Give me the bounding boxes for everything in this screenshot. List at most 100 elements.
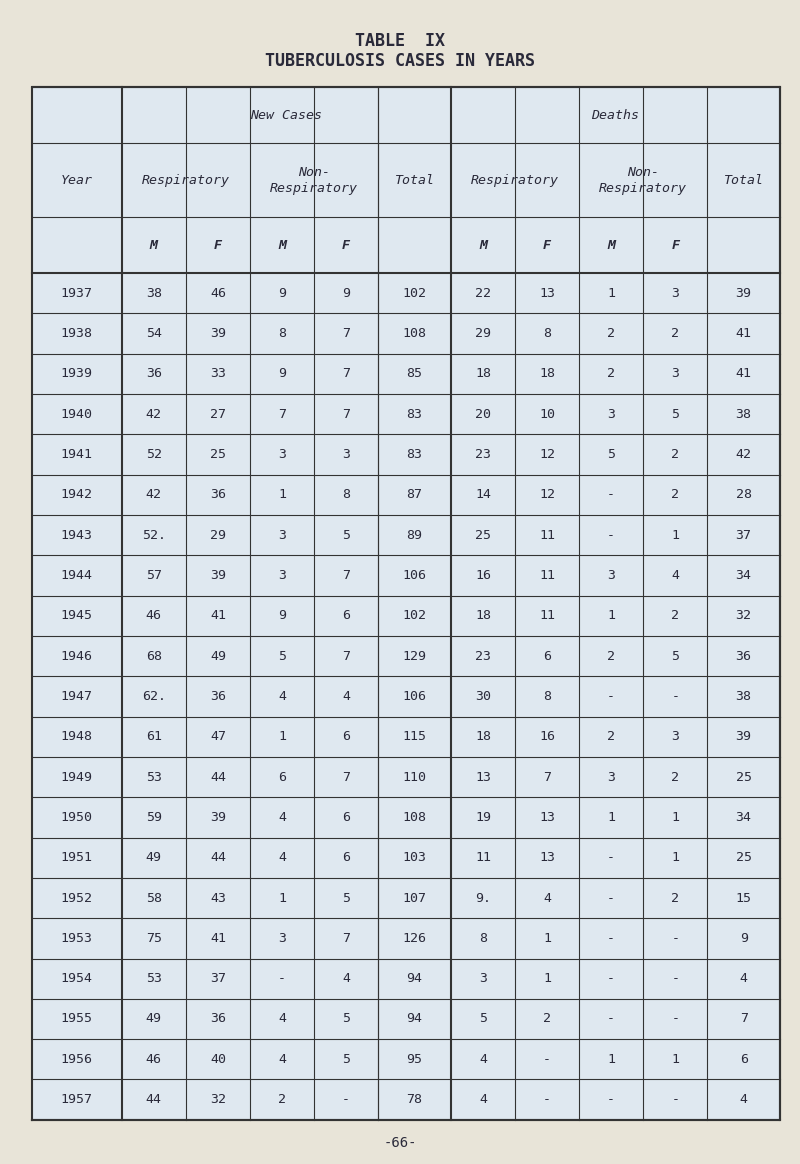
Text: -: - xyxy=(607,972,615,985)
Text: 1: 1 xyxy=(607,1052,615,1066)
Text: 53: 53 xyxy=(146,771,162,783)
Text: -: - xyxy=(607,892,615,904)
Text: 94: 94 xyxy=(406,972,422,985)
Text: 44: 44 xyxy=(146,1093,162,1106)
Bar xyxy=(32,797,780,838)
Text: 49: 49 xyxy=(146,1013,162,1025)
Text: 32: 32 xyxy=(210,1093,226,1106)
Text: 13: 13 xyxy=(539,811,555,824)
Text: 41: 41 xyxy=(210,609,226,623)
Text: -: - xyxy=(607,1013,615,1025)
Bar xyxy=(32,999,780,1039)
Text: 2: 2 xyxy=(607,730,615,744)
Text: 6: 6 xyxy=(740,1052,748,1066)
Text: 6: 6 xyxy=(342,811,350,824)
Text: -: - xyxy=(607,932,615,945)
Text: 4: 4 xyxy=(479,1052,487,1066)
Text: 3: 3 xyxy=(671,730,679,744)
Text: -: - xyxy=(671,1013,679,1025)
Text: 106: 106 xyxy=(402,569,426,582)
Text: 1938: 1938 xyxy=(61,327,93,340)
Text: 9: 9 xyxy=(278,286,286,300)
Text: Respiratory: Respiratory xyxy=(471,173,559,186)
Bar xyxy=(32,555,780,596)
Text: 18: 18 xyxy=(475,609,491,623)
Text: 41: 41 xyxy=(736,368,752,381)
Text: 108: 108 xyxy=(402,327,426,340)
Bar xyxy=(32,958,780,999)
Text: 89: 89 xyxy=(406,528,422,541)
Text: 4: 4 xyxy=(342,972,350,985)
Text: 9.: 9. xyxy=(475,892,491,904)
Text: 13: 13 xyxy=(539,851,555,864)
Text: 1: 1 xyxy=(607,811,615,824)
Text: -: - xyxy=(278,972,286,985)
Text: F: F xyxy=(342,239,350,251)
Text: 39: 39 xyxy=(210,811,226,824)
Text: 1953: 1953 xyxy=(61,932,93,945)
Text: 7: 7 xyxy=(342,771,350,783)
Text: 1: 1 xyxy=(671,851,679,864)
Bar xyxy=(32,596,780,636)
Text: 4: 4 xyxy=(278,811,286,824)
Text: 95: 95 xyxy=(406,1052,422,1066)
Text: 4: 4 xyxy=(342,690,350,703)
Text: 14: 14 xyxy=(475,489,491,502)
Text: 39: 39 xyxy=(210,327,226,340)
Text: -: - xyxy=(543,1093,551,1106)
Text: 42: 42 xyxy=(736,448,752,461)
Text: 3: 3 xyxy=(479,972,487,985)
Text: 1: 1 xyxy=(543,932,551,945)
Text: 83: 83 xyxy=(406,448,422,461)
Text: 94: 94 xyxy=(406,1013,422,1025)
Text: -: - xyxy=(671,972,679,985)
Text: 54: 54 xyxy=(146,327,162,340)
Text: 1954: 1954 xyxy=(61,972,93,985)
Text: 1942: 1942 xyxy=(61,489,93,502)
Text: 42: 42 xyxy=(146,407,162,420)
Text: 83: 83 xyxy=(406,407,422,420)
Text: 34: 34 xyxy=(736,569,752,582)
Text: 61: 61 xyxy=(146,730,162,744)
Text: 18: 18 xyxy=(539,368,555,381)
Text: 1: 1 xyxy=(278,892,286,904)
Text: 42: 42 xyxy=(146,489,162,502)
Bar xyxy=(32,1039,780,1079)
Text: 6: 6 xyxy=(278,771,286,783)
Text: 10: 10 xyxy=(539,407,555,420)
Text: 2: 2 xyxy=(671,609,679,623)
Text: 33: 33 xyxy=(210,368,226,381)
Text: 4: 4 xyxy=(278,851,286,864)
Text: 2: 2 xyxy=(671,892,679,904)
Text: -: - xyxy=(342,1093,350,1106)
Text: 7: 7 xyxy=(342,569,350,582)
Text: 3: 3 xyxy=(607,569,615,582)
Text: 1947: 1947 xyxy=(61,690,93,703)
Text: M: M xyxy=(278,239,286,251)
Text: -: - xyxy=(607,1093,615,1106)
Bar xyxy=(32,434,780,475)
Text: 1: 1 xyxy=(671,811,679,824)
Text: Year: Year xyxy=(61,173,93,186)
Text: 108: 108 xyxy=(402,811,426,824)
Text: 4: 4 xyxy=(278,690,286,703)
Bar xyxy=(32,636,780,676)
Text: F: F xyxy=(671,239,679,251)
Text: 3: 3 xyxy=(671,286,679,300)
Text: 102: 102 xyxy=(402,609,426,623)
Text: 16: 16 xyxy=(539,730,555,744)
Text: -: - xyxy=(671,1093,679,1106)
Text: 4: 4 xyxy=(740,972,748,985)
Text: 44: 44 xyxy=(210,851,226,864)
Text: 6: 6 xyxy=(342,851,350,864)
Text: Non-
Respiratory: Non- Respiratory xyxy=(599,165,687,194)
Text: 1941: 1941 xyxy=(61,448,93,461)
Text: 13: 13 xyxy=(539,286,555,300)
Text: 16: 16 xyxy=(475,569,491,582)
Text: 39: 39 xyxy=(210,569,226,582)
Text: 1951: 1951 xyxy=(61,851,93,864)
Text: 11: 11 xyxy=(539,609,555,623)
Bar xyxy=(32,354,780,395)
Text: TUBERCULOSIS CASES IN YEARS: TUBERCULOSIS CASES IN YEARS xyxy=(265,51,535,70)
Text: 7: 7 xyxy=(543,771,551,783)
